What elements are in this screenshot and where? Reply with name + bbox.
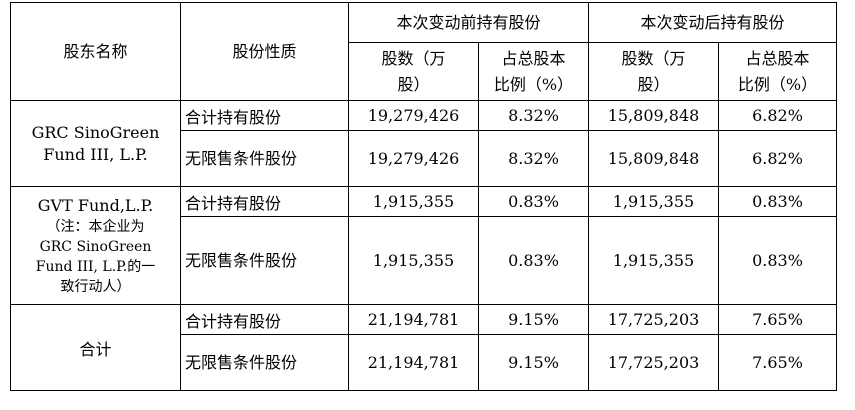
header-ratio-line2: 比例（%） <box>737 74 818 94</box>
share-type: 合计持有股份 <box>180 304 349 335</box>
share-type: 合计持有股份 <box>180 100 349 131</box>
shareholder-note: GRC SinoGreen <box>39 238 152 255</box>
table-row: GRC SinoGreen Fund III, L.P. 合计持有股份 19,2… <box>10 100 837 187</box>
after-shares: 17,725,203 <box>588 304 719 335</box>
before-shares: 21,194,781 <box>348 304 479 335</box>
header-row-2: 股数（万 股） 占总股本 比例（%） 股数（万 股） 占总股本 比例（%） <box>11 42 837 101</box>
share-type: 无限售条件股份 <box>180 130 349 187</box>
table-row: 合计 合计持有股份 21,194,781 9.15% 17,725,203 7.… <box>10 304 837 391</box>
before-shares: 19,279,426 <box>348 130 479 187</box>
shareholding-change-table: 股东名称 股份性质 本次变动前持有股份 本次变动后持有股份 股数（万 股） 占总… <box>10 2 837 391</box>
before-shares: 19,279,426 <box>348 100 479 131</box>
after-ratio: 7.65% <box>718 334 837 391</box>
header-ratio-line1: 占总股本 <box>745 48 810 68</box>
header-share-type: 股份性质 <box>180 2 349 101</box>
after-ratio: 0.83% <box>718 216 837 305</box>
header-after-ratio: 占总股本 比例（%） <box>718 42 837 101</box>
header-ratio-line2: 比例（%） <box>493 74 574 94</box>
shareholder-name: GRC SinoGreen <box>31 122 160 142</box>
after-ratio: 7.65% <box>718 304 837 335</box>
share-type: 无限售条件股份 <box>180 334 349 391</box>
shareholder-name-cell: GRC SinoGreen Fund III, L.P. <box>10 100 181 187</box>
table-row: 无限售条件股份 21,194,781 9.15% 17,725,203 7.65… <box>11 334 837 391</box>
shareholder-name: GVT Fund,L.P. <box>37 195 154 215</box>
after-ratio: 0.83% <box>718 186 837 217</box>
table-row: GVT Fund,L.P. （注：本企业为 GRC SinoGreen Fund… <box>10 186 837 305</box>
before-shares: 1,915,355 <box>348 186 479 217</box>
after-shares: 15,809,848 <box>588 130 719 187</box>
before-ratio: 0.83% <box>478 216 589 305</box>
before-shares: 1,915,355 <box>348 216 479 305</box>
table-row: 无限售条件股份 1,915,355 0.83% 1,915,355 0.83% <box>11 216 837 305</box>
shareholder-note: 致行动人） <box>60 278 131 295</box>
header-shares-line1: 股数（万 <box>381 48 446 68</box>
before-ratio: 8.32% <box>478 100 589 131</box>
header-before-ratio: 占总股本 比例（%） <box>478 42 589 101</box>
share-type: 合计持有股份 <box>180 186 349 217</box>
shareholder-name: Fund III, L.P. <box>43 144 148 164</box>
shareholder-note: （注：本企业为 <box>46 218 145 235</box>
header-shares-line2: 股） <box>637 74 670 94</box>
header-shares-line1: 股数（万 <box>621 48 686 68</box>
header-shares-line2: 股） <box>397 74 430 94</box>
after-ratio: 6.82% <box>718 130 837 187</box>
after-shares: 1,915,355 <box>588 216 719 305</box>
header-before-shares: 股数（万 股） <box>348 42 479 101</box>
before-ratio: 8.32% <box>478 130 589 187</box>
after-shares: 15,809,848 <box>588 100 719 131</box>
shareholder-name: 合计 <box>10 304 181 391</box>
header-ratio-line1: 占总股本 <box>501 48 566 68</box>
before-ratio: 0.83% <box>478 186 589 217</box>
shareholder-note: Fund III, L.P.的一 <box>35 258 156 275</box>
header-after-shares: 股数（万 股） <box>588 42 719 101</box>
shareholder-name-cell: GVT Fund,L.P. （注：本企业为 GRC SinoGreen Fund… <box>10 186 181 305</box>
after-shares: 17,725,203 <box>588 334 719 391</box>
table-row: 无限售条件股份 19,279,426 8.32% 15,809,848 6.82… <box>11 130 837 187</box>
header-shareholder: 股东名称 <box>10 2 181 101</box>
after-shares: 1,915,355 <box>588 186 719 217</box>
share-type: 无限售条件股份 <box>180 216 349 305</box>
before-shares: 21,194,781 <box>348 334 479 391</box>
before-ratio: 9.15% <box>478 304 589 335</box>
before-ratio: 9.15% <box>478 334 589 391</box>
after-ratio: 6.82% <box>718 100 837 131</box>
header-row-1: 股东名称 股份性质 本次变动前持有股份 本次变动后持有股份 <box>10 2 837 101</box>
header-before-change: 本次变动前持有股份 <box>348 2 589 43</box>
header-after-change: 本次变动后持有股份 <box>588 2 837 43</box>
